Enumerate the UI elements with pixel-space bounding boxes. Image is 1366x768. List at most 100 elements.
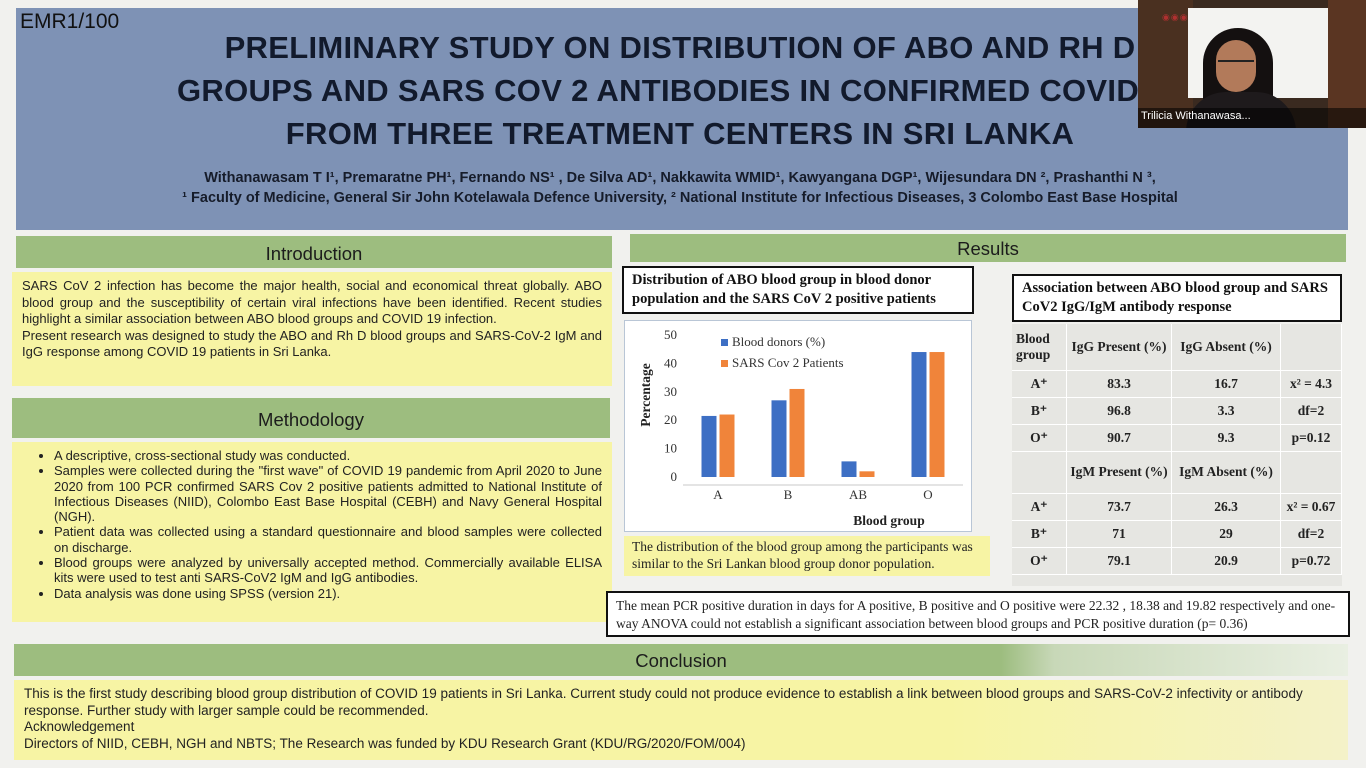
- table-cell: 96.8: [1066, 397, 1172, 425]
- conclusion-body: This is the first study describing blood…: [14, 680, 1348, 760]
- table-row: B⁺ 96.8 3.3 df=2: [1012, 397, 1342, 425]
- background-shelf: [1328, 0, 1366, 128]
- conclusion-text: This is the first study describing blood…: [24, 686, 1303, 718]
- table-row: A⁺ 83.3 16.7 x² = 4.3: [1012, 370, 1342, 398]
- table-cell: p=0.72: [1280, 547, 1342, 575]
- participant-face: [1216, 40, 1256, 92]
- table-cell: 3.3: [1171, 397, 1281, 425]
- results-heading: Results: [630, 234, 1346, 262]
- legend-swatch: [721, 360, 728, 367]
- table-cell: x² = 4.3: [1280, 370, 1342, 398]
- bar-a-0: [701, 415, 717, 477]
- table-cell: 90.7: [1066, 424, 1172, 452]
- affiliation-list: ¹ Faculty of Medicine, General Sir John …: [182, 190, 1178, 206]
- introduction-paragraph: SARS CoV 2 infection has become the majo…: [22, 278, 602, 326]
- antibody-table: Blood group IgG Present (%) IgG Absent (…: [1012, 324, 1342, 575]
- methodology-body: A descriptive, cross-sectional study was…: [12, 442, 612, 622]
- table-cell: 20.9: [1171, 547, 1281, 575]
- methodology-item: Patient data was collected using a stand…: [54, 524, 602, 555]
- legend-swatch: [721, 339, 728, 346]
- table-cell: B⁺: [1012, 397, 1067, 425]
- table-header-cell: IgM Absent (%): [1171, 451, 1281, 494]
- table-cell: O⁺: [1012, 424, 1067, 452]
- methodology-list: A descriptive, cross-sectional study was…: [22, 448, 602, 601]
- table-header-cell: IgG Absent (%): [1171, 324, 1281, 371]
- methodology-item: Samples were collected during the "first…: [54, 463, 602, 524]
- table-header-row: IgM Present (%) IgM Absent (%): [1012, 451, 1342, 494]
- table-cell: x² = 0.67: [1280, 493, 1342, 521]
- chart-note: The distribution of the blood group amon…: [624, 536, 990, 576]
- table-row: O⁺ 90.7 9.3 p=0.12: [1012, 424, 1342, 452]
- bar-o-0: [911, 352, 927, 477]
- table-cell: df=2: [1280, 397, 1342, 425]
- table-row: A⁺ 73.7 26.3 x² = 0.67: [1012, 493, 1342, 521]
- author-list: Withanawasam T I¹, Premaratne PH¹, Ferna…: [204, 170, 1156, 186]
- introduction-paragraph: Present research was designed to study t…: [22, 327, 602, 360]
- methodology-heading: Methodology: [12, 398, 610, 438]
- table-cell: O⁺: [1012, 547, 1067, 575]
- table-cell: 29: [1171, 520, 1281, 548]
- table-cell: 79.1: [1066, 547, 1172, 575]
- table-cell: B⁺: [1012, 520, 1067, 548]
- x-tick-label: O: [923, 487, 932, 502]
- y-tick-label: 10: [664, 441, 677, 456]
- bar-ab-0: [841, 461, 857, 477]
- y-axis-label: Percentage: [638, 363, 653, 426]
- acknowledgement-heading: Acknowledgement: [24, 719, 135, 734]
- name-bar: [1138, 108, 1366, 128]
- table-cell: 71: [1066, 520, 1172, 548]
- poster-header: [16, 8, 1348, 230]
- chart-panel: Percentage Blood group 0 10 20 30 40 50 A B AB O…: [624, 320, 972, 532]
- x-tick-label: AB: [849, 487, 867, 502]
- table-header-row: Blood group IgG Present (%) IgG Absent (…: [1012, 324, 1342, 371]
- y-tick-label: 0: [671, 469, 678, 484]
- x-tick-label: B: [784, 487, 793, 502]
- table-header-cell: Blood group: [1012, 324, 1067, 371]
- participant-glasses: [1218, 60, 1254, 68]
- y-tick-label: 20: [664, 412, 677, 427]
- bar-ab-1: [859, 471, 875, 477]
- methodology-item: Blood groups were analyzed by universall…: [54, 555, 602, 586]
- title-line: PRELIMINARY STUDY ON DISTRIBUTION OF ABO…: [224, 30, 1136, 65]
- methodology-item: Data analysis was done using SPSS (versi…: [54, 586, 602, 601]
- table-header-cell: IgG Present (%): [1066, 324, 1172, 371]
- table-title: Association between ABO blood group and …: [1012, 274, 1342, 322]
- participant-video-tile[interactable]: ◉◉◉ Trilicia Withanawasa...: [1138, 0, 1366, 128]
- table-cell: p=0.12: [1280, 424, 1342, 452]
- introduction-heading: Introduction: [16, 236, 612, 268]
- methodology-item: A descriptive, cross-sectional study was…: [54, 448, 602, 463]
- table-header-cell: IgM Present (%): [1066, 451, 1172, 494]
- emblem-icons: ◉◉◉: [1162, 12, 1189, 22]
- table-header-cell: [1280, 451, 1342, 494]
- participant-name: Trilicia Withanawasa...: [1141, 110, 1251, 122]
- table-cell: A⁺: [1012, 493, 1067, 521]
- legend-label: Blood donors (%): [732, 334, 825, 349]
- y-tick-label: 50: [664, 327, 677, 342]
- table-row: O⁺ 79.1 20.9 p=0.72: [1012, 547, 1342, 575]
- poster-title: PRELIMINARY STUDY ON DISTRIBUTION OF ABO…: [30, 26, 1330, 155]
- bar-b-0: [771, 400, 787, 477]
- poster-code: EMR1/100: [20, 10, 120, 33]
- table-cell: A⁺: [1012, 370, 1067, 398]
- antibody-table-panel: Blood group IgG Present (%) IgG Absent (…: [1012, 324, 1342, 586]
- table-cell: 73.7: [1066, 493, 1172, 521]
- y-tick-label: 30: [664, 384, 677, 399]
- table-row: B⁺ 71 29 df=2: [1012, 520, 1342, 548]
- title-line: FROM THREE TREATMENT CENTERS IN SRI LANK…: [285, 116, 1075, 151]
- bar-a-1: [719, 414, 735, 477]
- table-header-cell: [1280, 324, 1342, 371]
- legend-label: SARS Cov 2 Patients: [732, 355, 844, 370]
- bar-b-1: [789, 388, 805, 477]
- conclusion-heading: Conclusion: [14, 644, 1348, 676]
- table-cell: 26.3: [1171, 493, 1281, 521]
- table-cell: df=2: [1280, 520, 1342, 548]
- bar-o-1: [929, 352, 945, 477]
- chart-title: Distribution of ABO blood group in blood…: [622, 266, 974, 314]
- pcr-duration-note: The mean PCR positive duration in days f…: [606, 591, 1350, 637]
- table-cell: 9.3: [1171, 424, 1281, 452]
- title-line: GROUPS AND SARS COV 2 ANTIBODIES IN CONF…: [176, 73, 1184, 108]
- table-header-cell: [1012, 451, 1067, 494]
- author-block: Withanawasam T I¹, Premaratne PH¹, Ferna…: [30, 168, 1330, 208]
- table-cell: 16.7: [1171, 370, 1281, 398]
